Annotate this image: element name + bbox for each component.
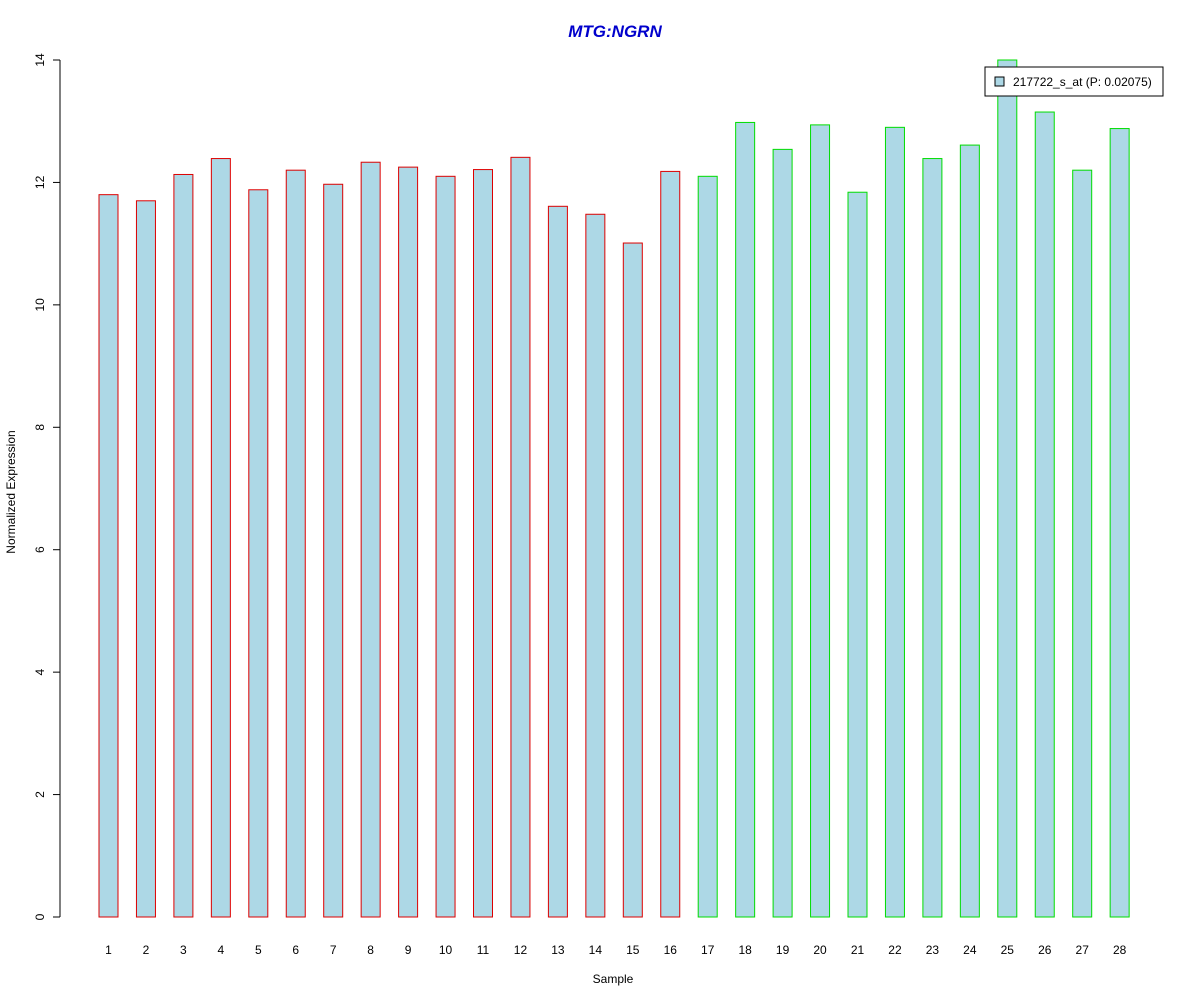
y-tick-label: 12 <box>33 175 47 189</box>
bar-sample-2 <box>135 200 156 918</box>
x-tick-label: 14 <box>589 943 603 957</box>
bar-sample-22 <box>884 126 905 918</box>
x-tick-label: 7 <box>330 943 337 957</box>
y-tick-label: 0 <box>33 913 47 920</box>
x-tick-label: 27 <box>1076 943 1090 957</box>
x-tick-label: 25 <box>1001 943 1015 957</box>
bar-sample-12 <box>510 156 531 918</box>
x-tick-label: 24 <box>963 943 977 957</box>
bar-sample-24 <box>959 144 980 918</box>
bar-sample-21 <box>847 191 868 918</box>
bar-sample-4 <box>210 158 231 918</box>
y-tick-label: 4 <box>33 668 47 675</box>
x-tick-label: 18 <box>738 943 752 957</box>
x-tick-label: 28 <box>1113 943 1127 957</box>
x-tick-label: 2 <box>143 943 150 957</box>
bar-sample-9 <box>398 166 419 918</box>
y-tick-label: 2 <box>33 791 47 798</box>
legend-swatch <box>994 76 1005 87</box>
y-tick-label: 14 <box>33 53 47 67</box>
x-tick-label: 17 <box>701 943 715 957</box>
x-tick-label: 16 <box>664 943 678 957</box>
bar-sample-17 <box>697 175 718 918</box>
chart-title: MTG:NGRN <box>568 22 662 41</box>
x-tick-label: 21 <box>851 943 865 957</box>
bar-sample-18 <box>735 121 756 918</box>
x-tick-label: 20 <box>813 943 827 957</box>
y-tick-label: 10 <box>33 298 47 312</box>
x-tick-label: 15 <box>626 943 640 957</box>
bar-sample-13 <box>547 205 568 918</box>
bar-sample-16 <box>660 170 681 918</box>
x-tick-label: 23 <box>926 943 940 957</box>
x-tick-label: 8 <box>367 943 374 957</box>
bar-sample-15 <box>622 242 643 918</box>
x-tick-label: 12 <box>514 943 528 957</box>
bar-sample-23 <box>922 158 943 918</box>
x-tick-label: 4 <box>218 943 225 957</box>
y-axis: 0 2 4 6 8 10 12 14 <box>33 53 61 920</box>
bar-sample-3 <box>173 173 194 918</box>
y-tick-label: 8 <box>33 424 47 431</box>
legend-box <box>984 66 1164 97</box>
x-tick-label: 3 <box>180 943 187 957</box>
x-tick-label: 11 <box>477 943 490 957</box>
y-tick-label: 6 <box>33 546 47 553</box>
bar-sample-26 <box>1034 111 1055 918</box>
x-axis-title: Sample <box>593 972 634 986</box>
legend: 217722_s_at (P: 0.02075) <box>984 66 1164 97</box>
bar-sample-7 <box>323 183 344 918</box>
bar-sample-14 <box>585 213 606 918</box>
y-axis-title: Normalized Expression <box>4 430 18 553</box>
bar-sample-6 <box>285 169 306 918</box>
bar-sample-20 <box>810 124 831 918</box>
legend-label: 217722_s_at (P: 0.02075) <box>1013 75 1152 89</box>
x-tick-label: 13 <box>551 943 565 957</box>
bar-sample-19 <box>772 148 793 918</box>
x-tick-label: 26 <box>1038 943 1052 957</box>
bar-sample-27 <box>1072 169 1093 918</box>
x-tick-label: 6 <box>292 943 299 957</box>
bar-sample-8 <box>360 161 381 918</box>
x-tick-label: 19 <box>776 943 790 957</box>
bar-sample-5 <box>248 189 269 918</box>
bars-group <box>98 59 1130 918</box>
x-tick-label: 22 <box>888 943 902 957</box>
bar-sample-11 <box>473 169 493 918</box>
x-tick-labels: 1 2 3 4 5 6 7 8 9 10 11 12 13 14 15 16 17 18 19 20 21 22 23 24 2… <box>105 943 1126 957</box>
bar-sample-25 <box>997 59 1018 918</box>
bar-sample-28 <box>1109 128 1130 918</box>
bar-sample-1 <box>98 194 119 918</box>
x-tick-label: 9 <box>405 943 412 957</box>
x-tick-label: 5 <box>255 943 262 957</box>
bar-sample-10 <box>435 175 456 918</box>
x-tick-label: 10 <box>439 943 453 957</box>
x-tick-label: 1 <box>105 943 112 957</box>
